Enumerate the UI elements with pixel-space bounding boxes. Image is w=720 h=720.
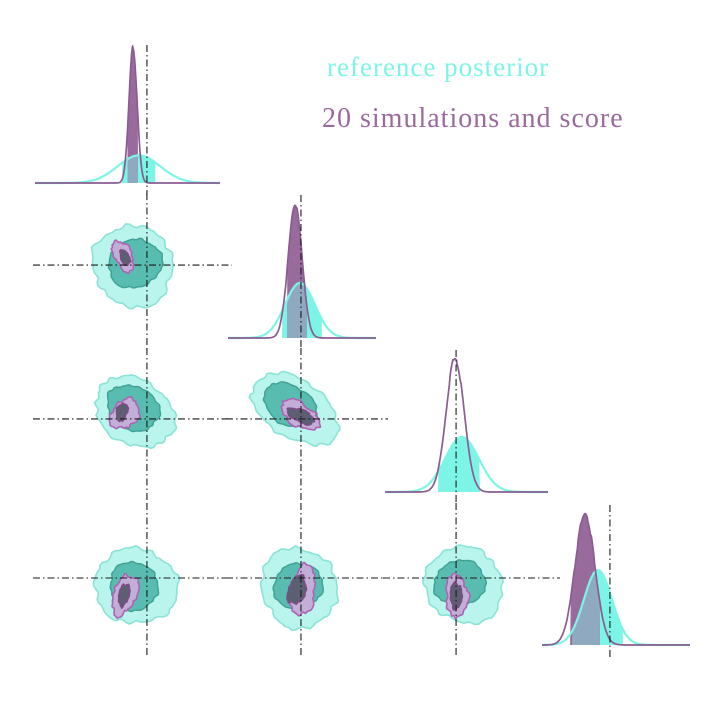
panel-kde-r3c3 <box>384 350 549 504</box>
score-contour-core <box>117 583 131 609</box>
score-curve <box>385 357 548 493</box>
panel-kde-r2c2 <box>227 195 377 350</box>
panel-contour-r4c1 <box>33 503 232 657</box>
overlap-band <box>127 155 138 183</box>
panel-contour-r4c3 <box>383 503 560 657</box>
score-contour-core <box>119 248 132 267</box>
overlap-band <box>287 283 307 338</box>
legend: reference posterior 20 simulations and s… <box>322 52 624 134</box>
score-curve <box>541 512 691 646</box>
overlap-band <box>572 571 600 645</box>
score-contour-core <box>286 573 308 605</box>
legend-score-label: 20 simulations and score <box>322 103 624 134</box>
panel-kde-r1c1 <box>34 45 221 195</box>
legend-reference-label: reference posterior <box>327 52 549 82</box>
score-curve <box>35 45 220 184</box>
score-curve <box>227 204 377 339</box>
panel-contour-r4c2 <box>226 503 388 657</box>
panel-kde-r4c4 <box>541 505 691 657</box>
corner-plot-panels <box>33 45 691 657</box>
reference-band <box>438 437 480 492</box>
panel-contour-r3c2 <box>226 348 388 504</box>
panel-contour-r2c1 <box>33 193 232 350</box>
score-contour-core <box>115 402 130 423</box>
panel-contour-r3c1 <box>33 348 232 504</box>
